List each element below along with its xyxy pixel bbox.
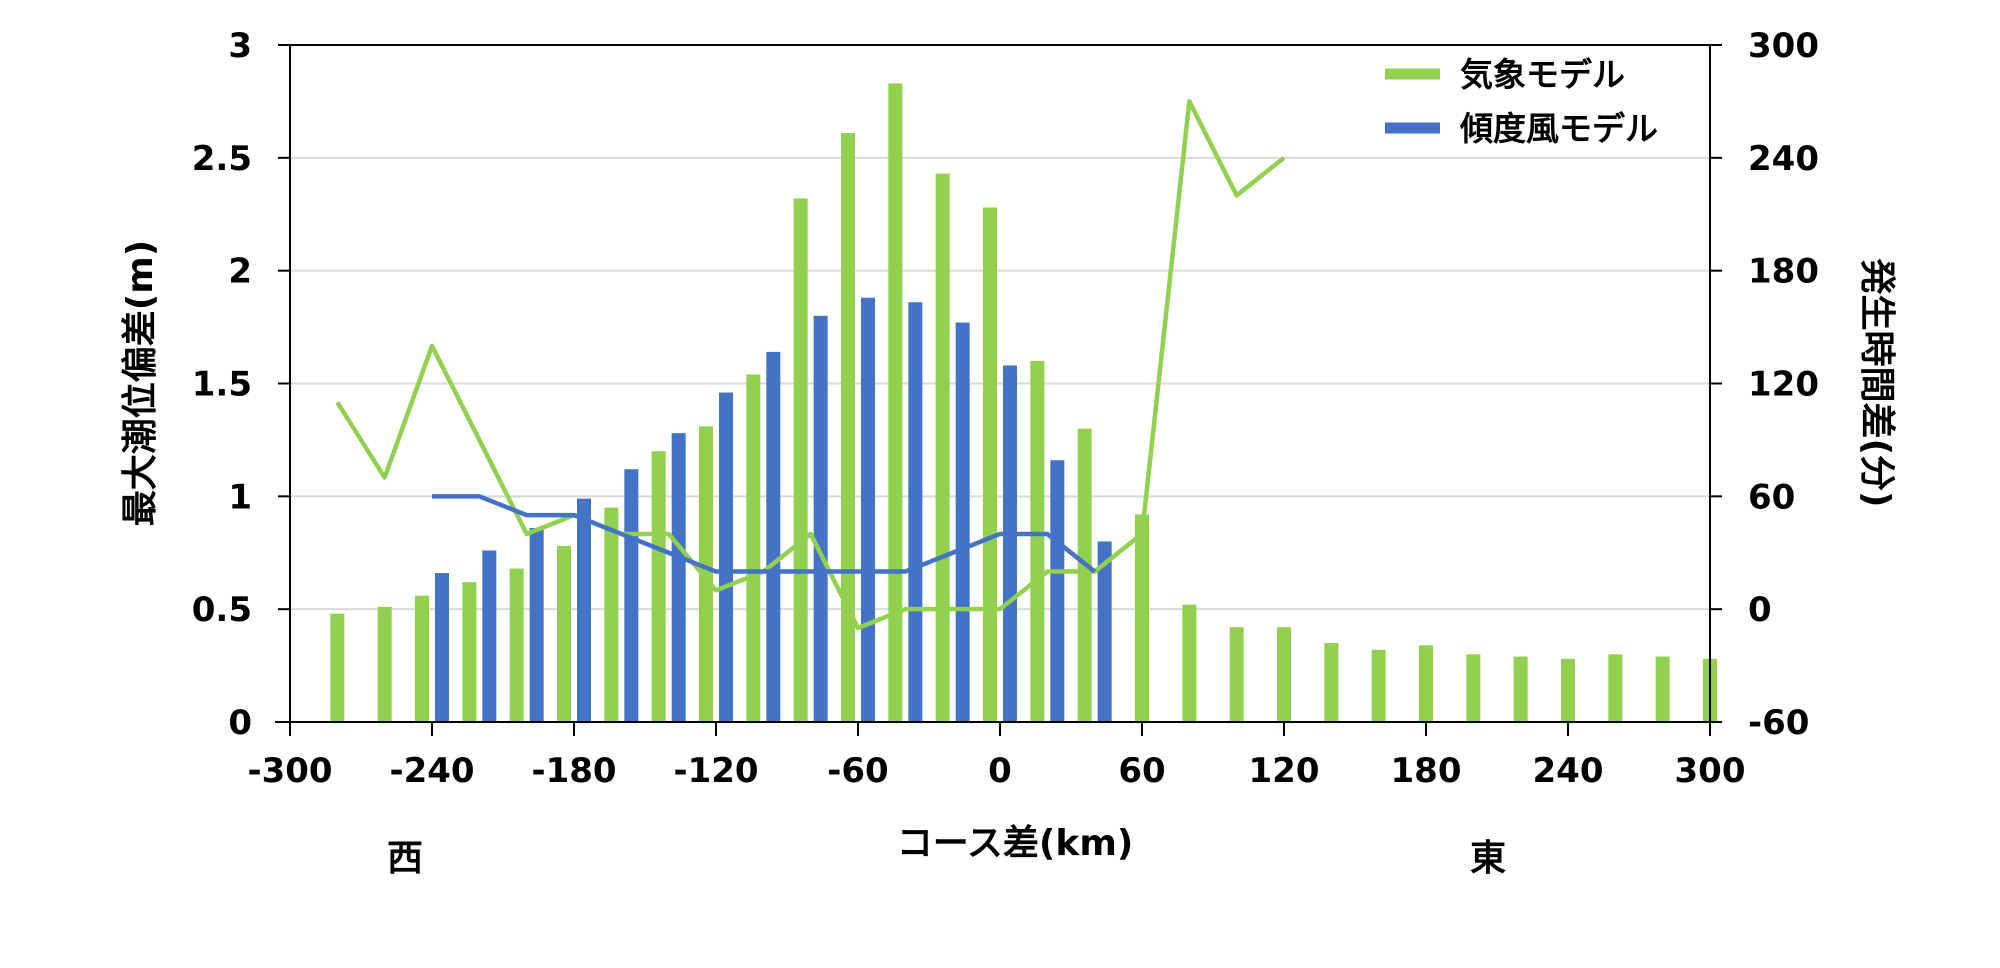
gridlines [290,156,1710,611]
bar-gradient-wind-model [1003,365,1017,722]
x-tick-label: 300 [1675,751,1746,791]
bar-weather-model [1561,658,1575,722]
left-tick-label: 3 [228,26,252,66]
left-tick-label: 1 [228,477,252,517]
bar-gradient-wind-model [861,297,875,722]
left-axis-title: 最大潮位偏差(m) [120,240,161,526]
x-tick-label: -60 [827,751,888,791]
x-tick-label: 180 [1391,751,1462,791]
bar-weather-model [1030,360,1045,722]
west-label: 西 [387,838,423,879]
bar-weather-model [793,198,808,722]
bar-gradient-wind-model [719,392,733,722]
left-tick-label: 1.5 [192,365,252,405]
left-tick-label: 0.5 [192,590,252,630]
bar-weather-model [1229,627,1244,722]
bar-gradient-wind-model [671,433,686,722]
bar-gradient-wind-model [908,302,923,722]
x-tick-label: 120 [1249,751,1320,791]
bar-weather-model [1277,627,1291,722]
bar-weather-model [1608,654,1623,722]
bar-weather-model [651,451,666,722]
east-label: 東 [1470,838,1506,879]
left-tick-label: 0 [228,703,252,743]
bar-gradient-wind-model [766,351,781,722]
right-tick-label: 240 [1748,139,1819,179]
right-tick-label: 300 [1748,26,1819,66]
x-tick-label: -240 [389,751,474,791]
right-tick-label: 180 [1748,252,1819,292]
x-tick-label: -180 [531,751,616,791]
right-axis-title: 発生時間差(分) [1856,259,1897,508]
legend-item-weather-model: 気象モデル [1385,55,1625,94]
bar-gradient-wind-model [1097,541,1112,722]
right-tick-label: 120 [1748,365,1819,405]
bar-weather-model [604,507,619,722]
x-tick-label: 0 [988,751,1012,791]
legend-label-gradient-wind-model: 傾度風モデル [1459,109,1658,148]
bar-weather-model [1371,649,1386,722]
bar-weather-model [746,374,761,722]
bar-gradient-wind-model [577,498,591,722]
bar-gradient-wind-model [813,315,828,722]
bar-weather-model [1182,604,1197,722]
bar-weather-model [1466,654,1481,722]
right-tick-label: 0 [1748,590,1772,630]
bar-weather-model [699,426,713,722]
left-tick-labels: 0 0.5 1 1.5 2 2.5 3 [192,26,290,743]
bar-weather-model [377,606,392,722]
x-tick-label: 60 [1118,751,1165,791]
lines [335,99,1286,631]
bar-weather-model [888,83,903,722]
right-tick-label: -60 [1748,703,1809,743]
bar-gradient-wind-model [1050,460,1065,722]
legend-item-gradient-wind-model: 傾度風モデル [1385,109,1658,148]
bar-weather-model [557,545,571,722]
x-tick-label: -300 [247,751,332,791]
bar-weather-model [509,568,524,722]
bar-weather-model [1324,643,1339,722]
x-axis-title: コース差(km) [897,823,1134,864]
x-tick-label: -120 [673,751,758,791]
bar-gradient-wind-model [955,322,970,722]
bar-weather-model [935,173,950,722]
bar-weather-model [462,582,477,722]
line-gradient-wind-model [432,494,1097,574]
line-weather-model [335,99,1286,631]
bar-gradient-wind-model [624,469,639,722]
bar-weather-model [841,133,855,722]
legend: 気象モデル 傾度風モデル [1385,55,1658,148]
right-tick-label: 60 [1748,477,1795,517]
bar-weather-model [330,613,345,722]
bar-weather-model [1077,428,1092,722]
bar-weather-model [415,595,429,722]
bar-weather-model [1419,645,1433,722]
right-tick-labels: -60 0 60 120 180 240 300 [1710,26,1819,743]
bar-gradient-wind-model [435,573,449,722]
left-tick-label: 2.5 [192,139,252,179]
x-tick-label: 240 [1533,751,1604,791]
bar-gradient-wind-model [529,527,544,722]
x-tick-labels: -300 -240 -180 -120 -60 0 60 120 180 240 300 [247,722,1745,791]
bar-weather-model [1513,656,1528,722]
bar-weather-model [1655,656,1670,722]
bar-gradient-wind-model [482,550,497,722]
bar-weather-model [1135,514,1149,722]
legend-label-weather-model: 気象モデル [1460,55,1625,94]
bar-weather-model [983,207,997,723]
left-tick-label: 2 [228,252,252,292]
bars [330,83,1717,723]
